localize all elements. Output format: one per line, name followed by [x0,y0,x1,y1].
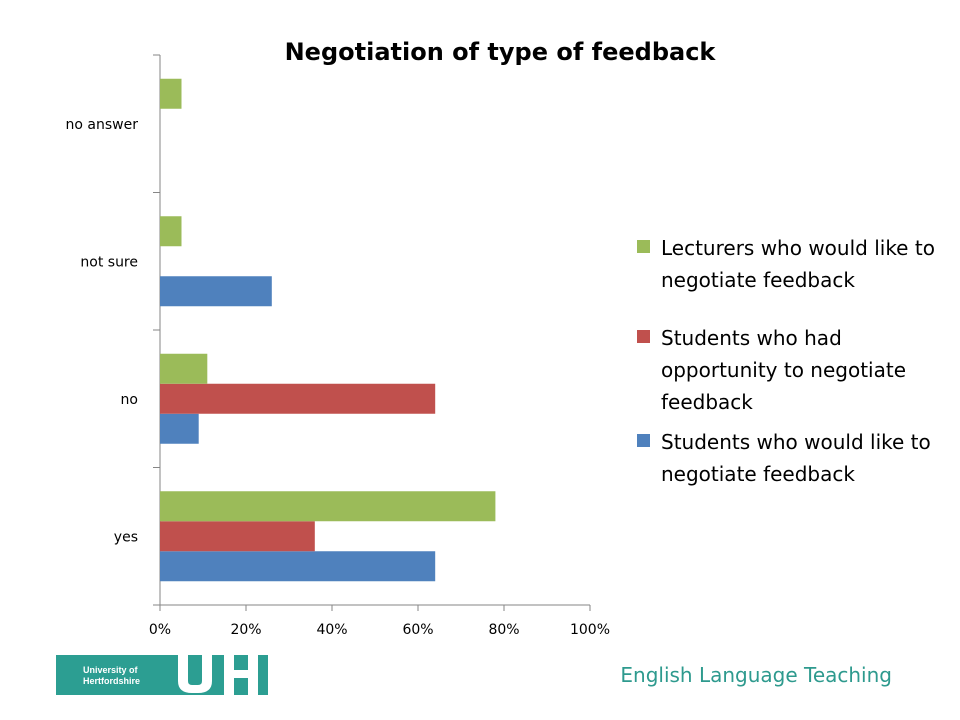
x-tick-label: 20% [230,622,261,638]
legend-label-students-had: Students who had opportunity to negotiat… [661,326,907,414]
university-logo: University of Hertfordshire [56,655,268,695]
bar [160,491,496,522]
logo-line1: University of [83,665,138,675]
legend-label-lecturers: Lecturers who would like to negotiate fe… [661,236,935,292]
legend-item-students-like: Students who would like to negotiate fee… [637,426,947,490]
legend-swatch-red [637,330,650,343]
bar [160,353,208,384]
bar [160,551,436,582]
legend-swatch-green [637,240,650,253]
bar [160,413,199,444]
department-label: English Language Teaching [620,663,892,687]
legend-label-students-like: Students who would like to negotiate fee… [661,430,931,486]
chart-title: Negotiation of type of feedback [284,38,716,66]
x-tick-label: 60% [402,622,433,638]
uh-mark-icon [168,655,268,695]
x-tick-label: 40% [316,622,347,638]
legend-item-students-had: Students who had opportunity to negotiat… [637,322,947,418]
footer: University of Hertfordshire English Lang… [56,655,916,695]
x-tick-label: 80% [488,622,519,638]
bar [160,216,182,247]
legend-item-lecturers: Lecturers who would like to negotiate fe… [637,232,947,296]
bar [160,383,436,414]
y-tick-label: no answer [66,117,139,133]
x-tick-label: 100% [570,622,610,638]
logo-line2: Hertfordshire [83,676,141,686]
bar [160,78,182,109]
y-tick-label: not sure [80,254,138,270]
legend-swatch-blue [637,434,650,447]
y-tick-label: no [121,392,138,408]
university-badge: University of Hertfordshire [56,655,168,695]
x-tick-label: 0% [149,622,171,638]
chart-legend: Lecturers who would like to negotiate fe… [637,232,947,490]
bar [160,276,272,307]
bar [160,521,315,552]
y-tick-label: yes [114,529,138,545]
